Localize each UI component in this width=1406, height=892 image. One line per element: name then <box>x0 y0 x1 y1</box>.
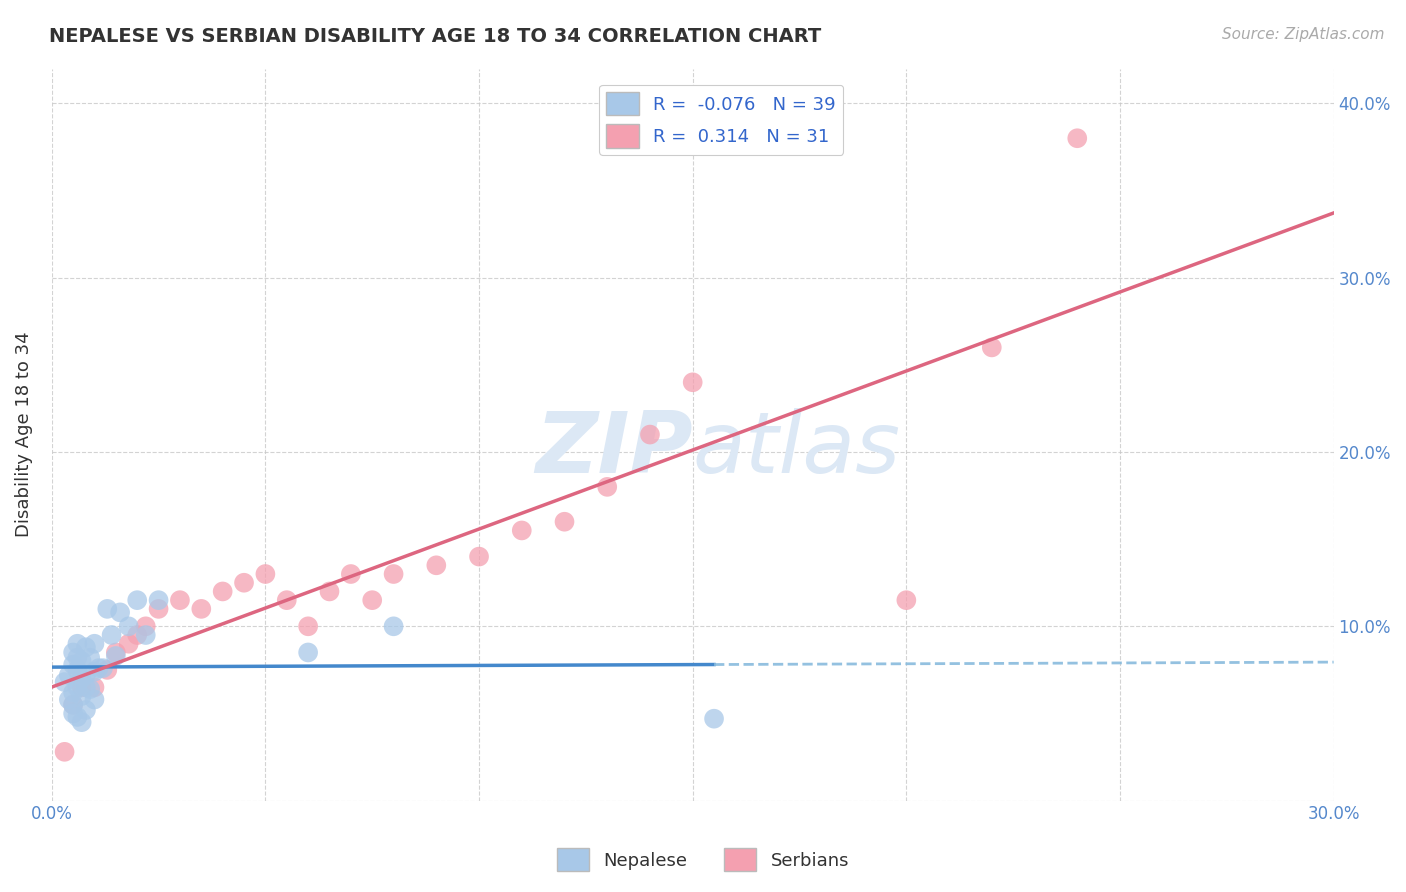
Point <box>83 637 105 651</box>
Point <box>53 745 76 759</box>
Point <box>62 706 84 721</box>
Point <box>703 712 725 726</box>
Point <box>1066 131 1088 145</box>
Point <box>96 663 118 677</box>
Point <box>83 665 105 679</box>
Point <box>66 650 89 665</box>
Point <box>70 689 93 703</box>
Point <box>62 685 84 699</box>
Point <box>70 715 93 730</box>
Point <box>297 619 319 633</box>
Point <box>148 593 170 607</box>
Point <box>75 681 97 695</box>
Point <box>62 657 84 672</box>
Point <box>896 593 918 607</box>
Point <box>70 654 93 668</box>
Point <box>127 628 149 642</box>
Point <box>135 628 157 642</box>
Legend: R =  -0.076   N = 39, R =  0.314   N = 31: R = -0.076 N = 39, R = 0.314 N = 31 <box>599 85 844 154</box>
Point <box>58 668 80 682</box>
Point <box>53 675 76 690</box>
Point <box>382 619 405 633</box>
Point <box>233 575 256 590</box>
Point <box>340 567 363 582</box>
Point <box>169 593 191 607</box>
Point <box>79 681 101 696</box>
Point <box>118 619 141 633</box>
Y-axis label: Disability Age 18 to 34: Disability Age 18 to 34 <box>15 332 32 537</box>
Point <box>75 703 97 717</box>
Point <box>75 668 97 682</box>
Point <box>135 619 157 633</box>
Point <box>510 524 533 538</box>
Text: NEPALESE VS SERBIAN DISABILITY AGE 18 TO 34 CORRELATION CHART: NEPALESE VS SERBIAN DISABILITY AGE 18 TO… <box>49 27 821 45</box>
Point <box>682 376 704 390</box>
Point <box>66 681 89 695</box>
Point <box>62 698 84 712</box>
Point <box>70 681 93 695</box>
Point <box>596 480 619 494</box>
Legend: Nepalese, Serbians: Nepalese, Serbians <box>550 841 856 879</box>
Point <box>361 593 384 607</box>
Point <box>100 628 122 642</box>
Point <box>980 340 1002 354</box>
Point <box>91 661 114 675</box>
Point <box>83 681 105 695</box>
Point <box>118 637 141 651</box>
Point <box>148 602 170 616</box>
Point <box>66 663 89 677</box>
Point <box>108 606 131 620</box>
Point <box>79 650 101 665</box>
Point <box>62 645 84 659</box>
Point <box>104 645 127 659</box>
Point <box>87 661 110 675</box>
Point <box>276 593 298 607</box>
Point <box>254 567 277 582</box>
Point <box>190 602 212 616</box>
Point <box>382 567 405 582</box>
Text: Source: ZipAtlas.com: Source: ZipAtlas.com <box>1222 27 1385 42</box>
Point <box>425 558 447 573</box>
Point <box>468 549 491 564</box>
Point <box>127 593 149 607</box>
Point <box>104 648 127 663</box>
Point <box>297 645 319 659</box>
Point <box>66 637 89 651</box>
Text: ZIP: ZIP <box>536 408 693 491</box>
Point <box>83 692 105 706</box>
Point <box>75 640 97 655</box>
Point <box>62 698 84 712</box>
Point <box>638 427 661 442</box>
Point <box>58 692 80 706</box>
Point <box>96 602 118 616</box>
Point <box>318 584 340 599</box>
Text: atlas: atlas <box>693 408 901 491</box>
Point <box>553 515 575 529</box>
Point <box>211 584 233 599</box>
Point <box>66 710 89 724</box>
Point <box>70 672 93 686</box>
